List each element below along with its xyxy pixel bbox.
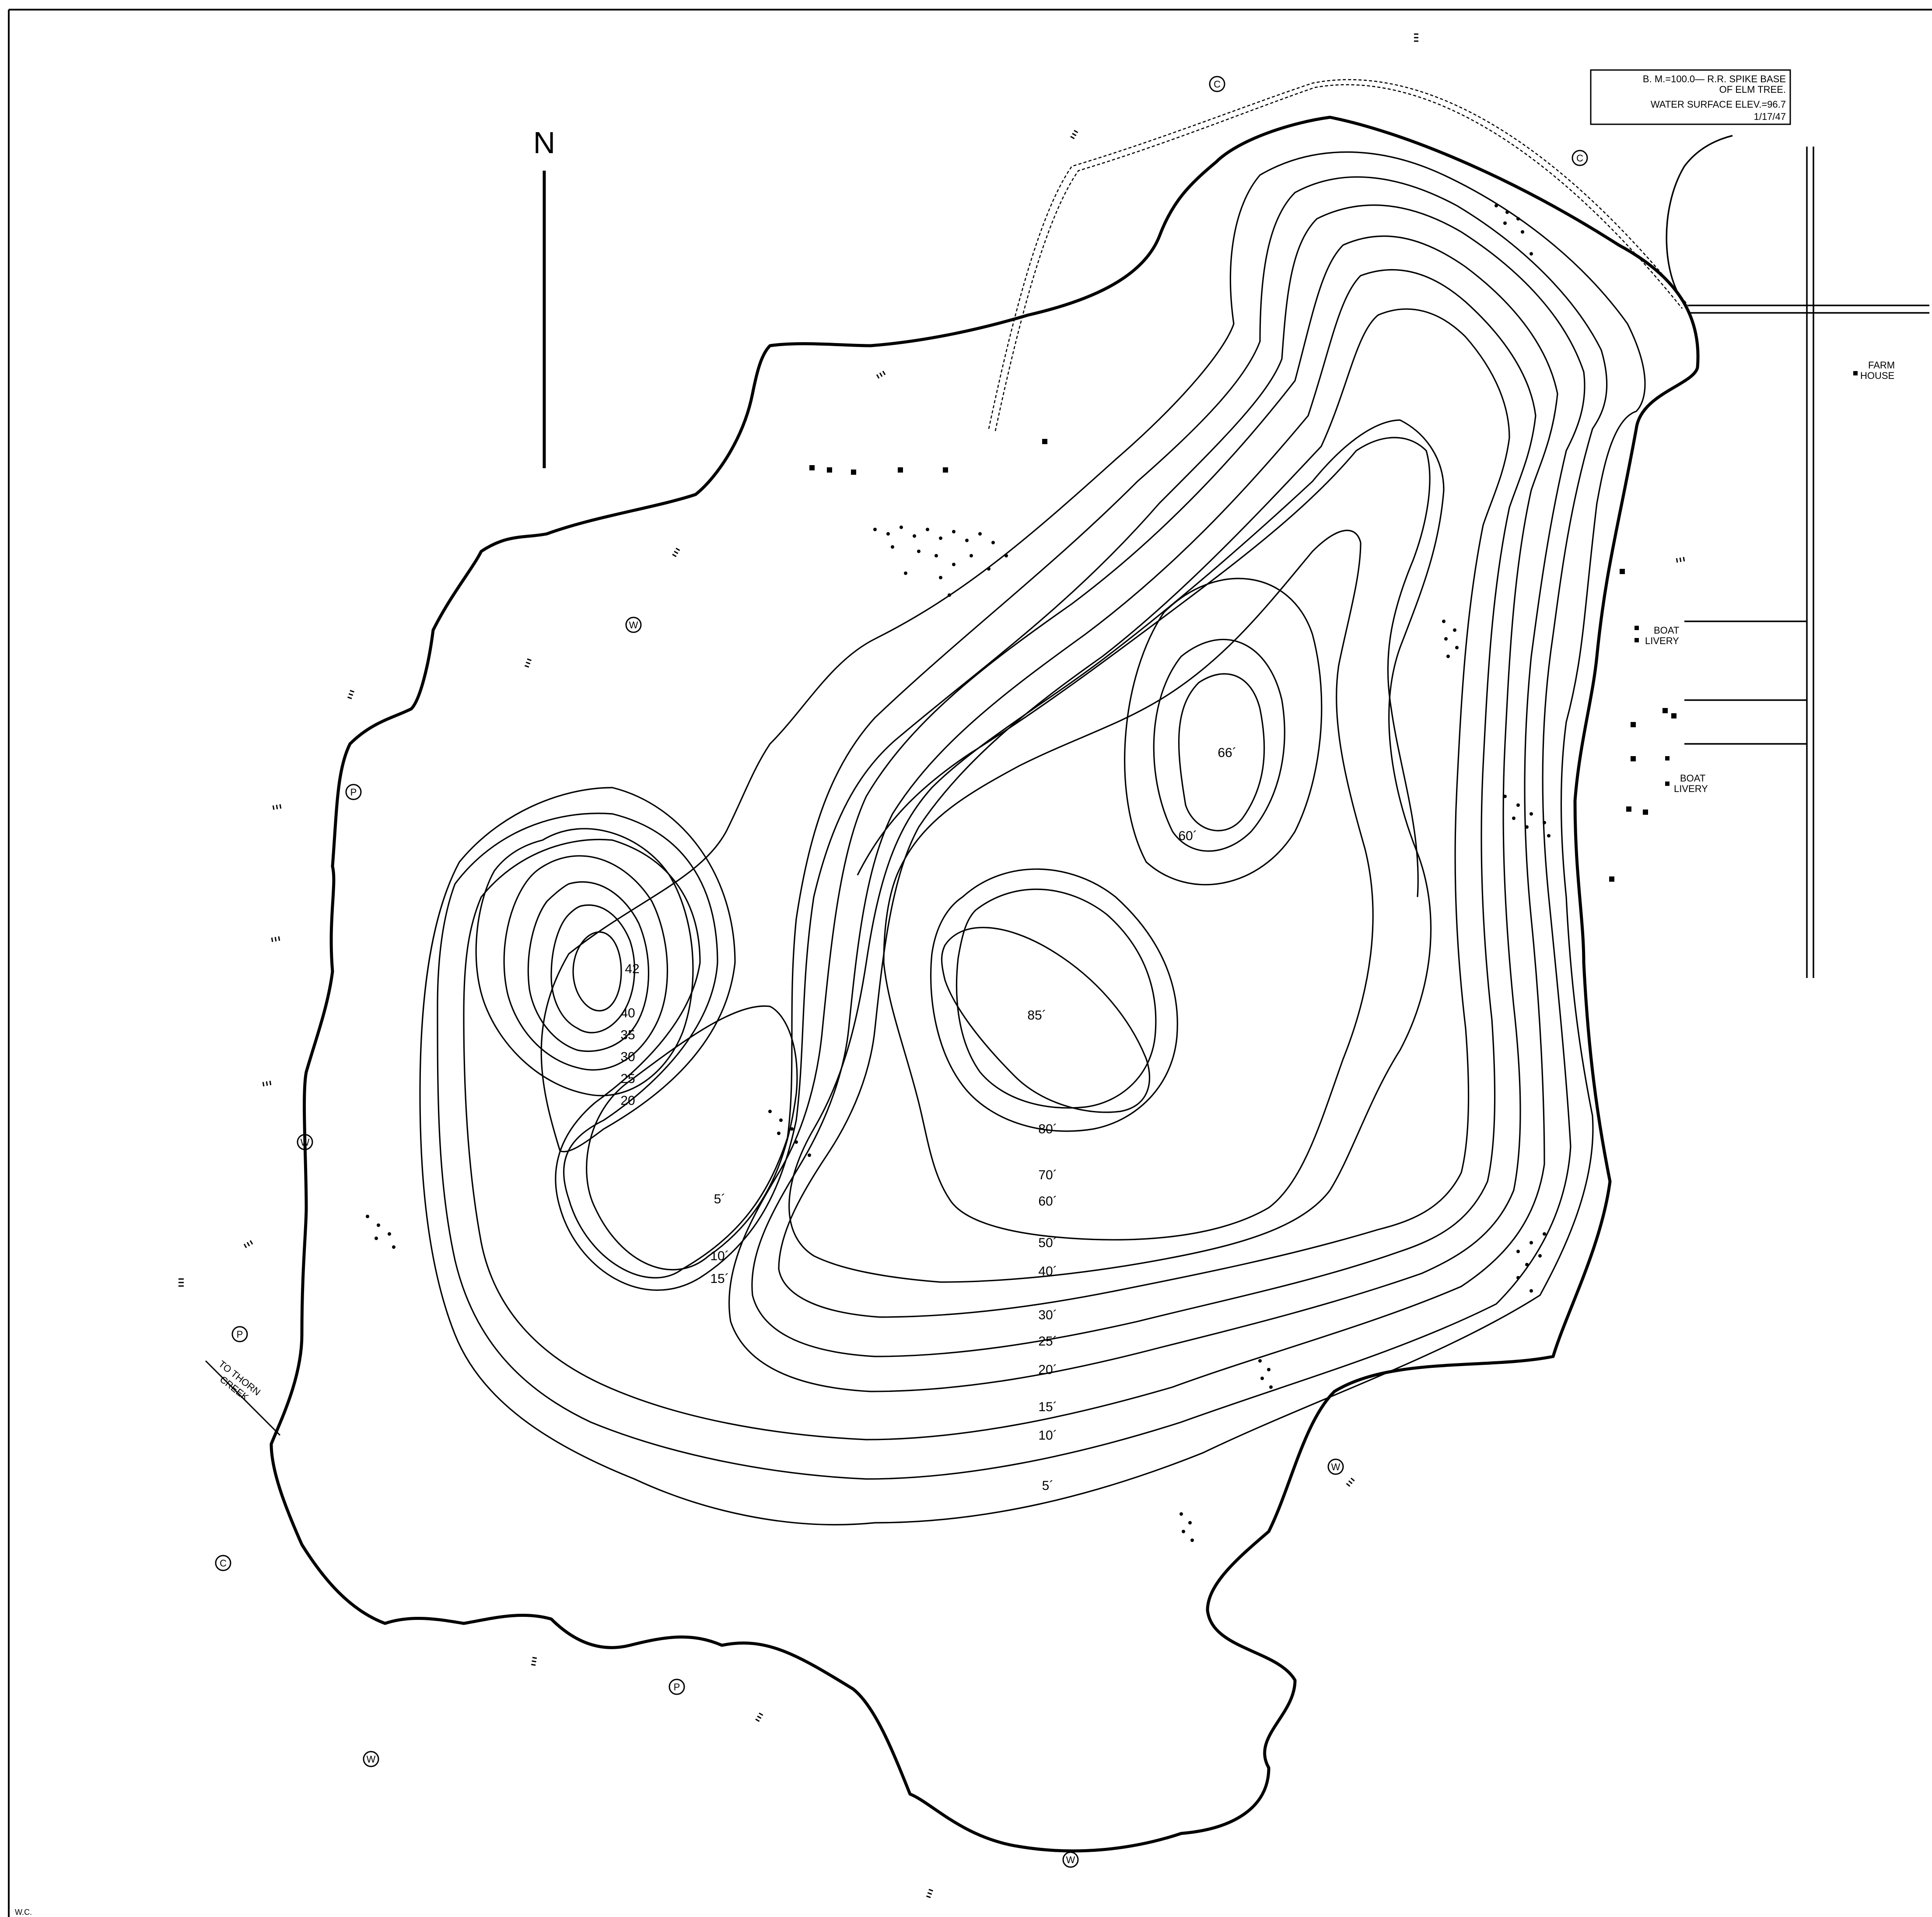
north-arrow: N <box>533 126 556 468</box>
depth-label-30b: 30´ <box>1038 1308 1057 1322</box>
roads <box>1666 135 1929 978</box>
benchmark-line-2: OF ELM TREE. <box>1719 84 1786 95</box>
svg-text:C: C <box>1576 153 1583 164</box>
contour-50-main <box>883 529 1374 1241</box>
contour-upper-basin-2 <box>1153 639 1285 852</box>
pondweed-markers: P P P <box>231 784 685 1695</box>
contour-25 <box>751 269 1536 1357</box>
stipple-clusters <box>366 204 1550 1542</box>
depth-label-60a: 60´ <box>1178 829 1197 843</box>
svg-text:W: W <box>1331 1461 1340 1472</box>
boat-livery-1-label-1: BOAT <box>1654 625 1679 636</box>
contour-30 <box>778 308 1510 1318</box>
contour-upper-basin-3 <box>1124 578 1323 886</box>
contour-15-outer <box>463 204 1586 1440</box>
boat-livery-2-label-2: LIVERY <box>1674 783 1708 794</box>
contour-5-outer <box>419 151 1646 1525</box>
depth-label-25a: 25 <box>620 1072 635 1086</box>
contour-left-40 <box>572 931 622 1012</box>
svg-text:C: C <box>1214 79 1221 90</box>
benchmark-line-3: WATER SURFACE ELEV.=96.7 <box>1651 99 1786 110</box>
corner-mark: W.C. <box>15 1908 32 1917</box>
depth-label-20b: 20´ <box>1038 1363 1057 1377</box>
boat-livery-2-label-1: BOAT <box>1680 773 1705 784</box>
depth-label-25b: 25´ <box>1038 1334 1057 1349</box>
svg-text:C: C <box>220 1558 227 1569</box>
svg-text:P: P <box>237 1329 243 1340</box>
contour-left-35 <box>550 904 636 1034</box>
depth-label-10a: 10´ <box>1038 1428 1057 1443</box>
farm-house-label-2: HOUSE <box>1860 370 1894 381</box>
hatch-marks <box>178 33 1685 1898</box>
depth-label-40: 40 <box>620 1006 635 1020</box>
lake-shoreline <box>270 116 1700 1853</box>
svg-text:P: P <box>350 787 357 798</box>
contour-upper-basin-1 <box>1178 673 1265 831</box>
svg-text:W: W <box>367 1754 376 1765</box>
depth-label-15b: 15´ <box>710 1272 729 1286</box>
contour-left-20 <box>475 828 694 1097</box>
dashed-trail <box>988 79 1689 429</box>
contour-60-basin <box>930 868 1178 1132</box>
depth-label-42: 42 <box>625 962 639 976</box>
farm-house-label-1: FARM <box>1868 360 1895 371</box>
chara-markers: C C C <box>215 76 1588 1571</box>
depth-label-5a: 5´ <box>1042 1479 1054 1493</box>
depth-label-35: 35 <box>620 1028 635 1042</box>
north-label: N <box>533 126 556 160</box>
depth-label-5b: 5´ <box>714 1192 726 1206</box>
contour-left-25 <box>503 855 668 1071</box>
depth-label-10b: 10´ <box>710 1249 729 1263</box>
svg-text:W: W <box>1066 1854 1075 1865</box>
depth-label-20a: 20 <box>620 1093 635 1108</box>
contour-70-basin <box>956 888 1157 1109</box>
contour-40 <box>788 419 1445 1283</box>
benchmark-box: B. M.=100.0— R.R. SPIKE BASE OF ELM TREE… <box>1590 69 1791 125</box>
contour-20-main <box>728 235 1558 1392</box>
depth-contours <box>419 151 1646 1525</box>
depth-label-50: 50´ <box>1038 1236 1057 1250</box>
weed-markers: W W W W W <box>297 617 1344 1868</box>
contour-10-outer <box>437 176 1608 1480</box>
page-frame <box>8 9 1932 1917</box>
depth-label-66: 66´ <box>1218 746 1236 760</box>
depth-label-70: 70´ <box>1038 1168 1057 1182</box>
benchmark-line-4: 1/17/47 <box>1754 111 1786 122</box>
svg-text:W: W <box>301 1137 310 1148</box>
benchmark-line-1: B. M.=100.0— R.R. SPIKE BASE <box>1643 74 1786 84</box>
boat-livery-1-label-2: LIVERY <box>1645 635 1679 646</box>
depth-label-15a: 15´ <box>1038 1400 1057 1414</box>
contour-80-basin <box>941 927 1150 1113</box>
depth-label-30a: 30 <box>620 1050 635 1064</box>
depth-label-85: 85´ <box>1027 1008 1046 1023</box>
depth-label-60b: 60´ <box>1038 1194 1057 1209</box>
contour-50-upper <box>857 437 1431 897</box>
svg-text:P: P <box>674 1682 680 1693</box>
depth-label-80: 80´ <box>1038 1122 1057 1136</box>
contour-left-30 <box>527 881 650 1052</box>
depth-label-40b: 40´ <box>1038 1264 1057 1279</box>
svg-text:W: W <box>629 620 638 631</box>
depth-labels: 42 40 35 30 25 20 66´ 60´ 85´ 80´ 70´ 60… <box>620 746 1236 1493</box>
buildings <box>809 439 1676 882</box>
